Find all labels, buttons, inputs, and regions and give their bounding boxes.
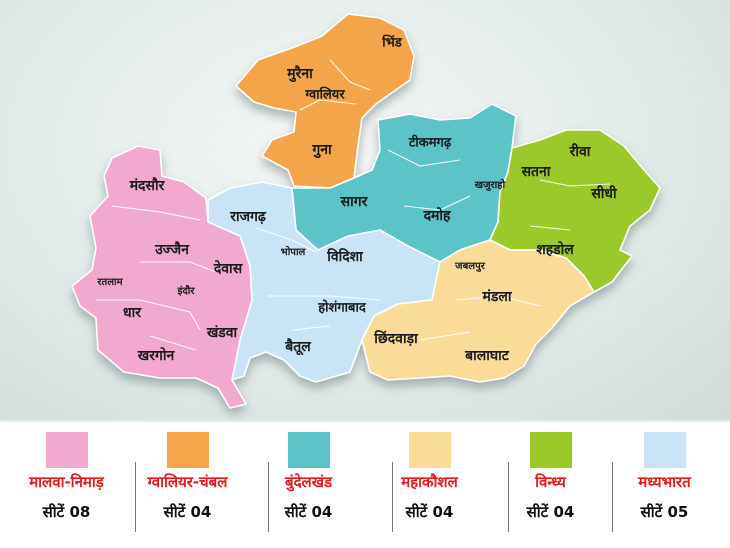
label-ujjain: उज्जैन: [155, 242, 189, 258]
region-malwa-nimad[interactable]: [71, 145, 253, 409]
label-mandla: मंडला: [482, 289, 512, 305]
legend-item-malwa-nimad: मालवा-निमाड़ सीटें 08: [6, 422, 127, 548]
label-khandwa: खंडवा: [206, 325, 238, 341]
legend-swatch-gwalior-chambal: [166, 432, 209, 468]
legend-divider: [392, 462, 393, 532]
legend-item-gwalior-chambal: ग्वालियर-चंबल सीटें 04: [127, 422, 248, 548]
legend-item-vindhya: विन्ध्य सीटें 04: [490, 422, 611, 548]
label-dewas: देवास: [213, 261, 243, 277]
legend-swatch-malwa-nimad: [45, 432, 88, 468]
legend-name-mahakoshal: महाकौशल: [401, 473, 458, 491]
label-indore: इंदौर: [177, 286, 195, 297]
legend-divider: [508, 462, 509, 532]
label-sidhi: सीधी: [591, 186, 617, 202]
label-guna: गुना: [312, 142, 332, 158]
legend-name-vindhya: विन्ध्य: [535, 473, 566, 491]
label-bhopal: भोपाल: [280, 247, 306, 258]
legend-seats-vindhya: सीटें 04: [526, 503, 575, 521]
legend-seats-madhyabharat: सीटें 05: [640, 503, 689, 521]
region-mahakoshal[interactable]: [361, 239, 595, 383]
label-jabalpur: जबलपुर: [455, 261, 485, 272]
legend-name-malwa-nimad: मालवा-निमाड़: [29, 473, 104, 491]
legend-item-madhyabharat: मध्यभारत सीटें 05: [604, 422, 725, 548]
mp-regions-map: [71, 13, 661, 409]
label-shahdol: शहडोल: [536, 242, 574, 258]
label-hoshangabad: होशंगाबाद: [318, 300, 366, 316]
label-khajuraho: खजुराहो: [474, 180, 506, 191]
legend-name-madhyabharat: मध्यभारत: [638, 473, 691, 491]
label-vidisha: विदिशा: [327, 249, 363, 265]
legend-item-bundelkhand: बुंदेलखंड सीटें 04: [248, 422, 369, 548]
label-betul: बैतूल: [285, 339, 311, 355]
label-bhind: भिंड: [382, 35, 402, 51]
legend-swatch-bundelkhand: [287, 432, 330, 468]
legend-name-gwalior-chambal: ग्वालियर-चंबल: [147, 473, 228, 491]
legend-swatch-madhyabharat: [643, 432, 686, 468]
legend-swatch-vindhya: [529, 432, 572, 468]
label-chhindwara: छिंदवाड़ा: [374, 331, 418, 347]
district-borders: [96, 59, 611, 351]
legend-swatch-mahakoshal: [408, 432, 451, 468]
region-vindhya[interactable]: [489, 129, 661, 293]
legend-seats-mahakoshal: सीटें 04: [405, 503, 454, 521]
legend-seats-bundelkhand: सीटें 04: [284, 503, 333, 521]
legend-seats-gwalior-chambal: सीटें 04: [163, 503, 212, 521]
label-satna: सतना: [521, 164, 551, 180]
label-damoh: दमोह: [423, 208, 451, 224]
label-sagar: सागर: [340, 194, 368, 210]
label-tikamgarh: टीकमगढ़: [408, 135, 452, 151]
label-balaghat: बालाघाट: [465, 348, 509, 364]
label-mandsaur: मंदसौर: [129, 178, 165, 194]
legend-divider: [612, 462, 613, 532]
label-rewa: रीवा: [569, 144, 591, 160]
label-gwalior: ग्वालियर: [305, 87, 345, 103]
legend-name-bundelkhand: बुंदेलखंड: [285, 473, 332, 491]
label-ratlam: रतलाम: [97, 277, 123, 288]
label-khargone: खरगोन: [137, 348, 175, 364]
legend-item-mahakoshal: महाकौशल सीटें 04: [369, 422, 490, 548]
legend-divider: [135, 462, 136, 532]
label-morena: मुरैना: [287, 66, 313, 82]
label-dhar: धार: [123, 305, 141, 321]
legend-divider: [268, 462, 269, 532]
legend-seats-malwa-nimad: सीटें 08: [42, 503, 91, 521]
region-legend: मालवा-निमाड़ सीटें 08 ग्वालियर-चंबल सीटे…: [0, 422, 730, 548]
label-rajgarh: राजगढ़: [230, 209, 266, 225]
